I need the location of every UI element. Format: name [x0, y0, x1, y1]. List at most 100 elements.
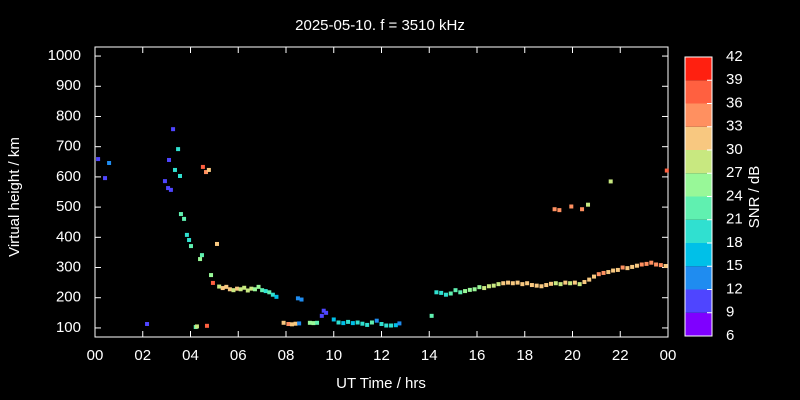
data-point: [238, 287, 243, 292]
colorbar-band: [685, 57, 712, 81]
colorbar-band: [685, 243, 712, 267]
data-point: [520, 282, 525, 287]
data-point: [582, 280, 587, 285]
colorbar-band: [685, 80, 712, 104]
data-point: [563, 280, 568, 285]
data-point: [346, 319, 351, 324]
data-point: [184, 232, 189, 237]
data-point: [204, 170, 209, 175]
data-point: [510, 281, 515, 286]
data-point: [515, 280, 520, 285]
y-tick-label: 800: [56, 107, 81, 124]
data-point: [630, 264, 635, 269]
y-axis-label: Virtual height / km: [6, 137, 23, 257]
colorbar-tick-label: 42: [726, 48, 743, 65]
x-tick-label: 06: [230, 347, 247, 364]
data-point: [606, 270, 611, 275]
colorbar-tick-label: 36: [726, 94, 743, 111]
data-point: [553, 281, 558, 286]
data-point: [198, 257, 203, 262]
data-point: [96, 157, 101, 162]
x-tick-label: 10: [325, 347, 342, 364]
data-point: [167, 157, 172, 162]
data-point: [206, 167, 211, 172]
data-point: [307, 320, 312, 325]
colorbar-band: [685, 126, 712, 150]
data-point: [336, 320, 341, 325]
data-point: [177, 173, 182, 178]
data-point: [365, 322, 370, 327]
colorbar-tick-label: 21: [726, 211, 743, 228]
data-point: [171, 127, 176, 132]
data-point: [215, 241, 220, 246]
data-point: [658, 263, 663, 268]
x-axis-label: UT Time / hrs: [336, 375, 426, 392]
data-point: [569, 204, 574, 209]
data-point: [625, 266, 630, 271]
x-tick-label: 20: [564, 347, 581, 364]
data-point: [187, 238, 192, 243]
colorbar-tick-label: 30: [726, 141, 743, 158]
data-point: [299, 297, 304, 302]
data-point: [664, 168, 669, 173]
data-point: [311, 321, 316, 326]
data-point: [321, 308, 326, 313]
colorbar-tick-label: 39: [726, 71, 743, 88]
data-point: [496, 282, 501, 287]
data-point: [558, 282, 563, 287]
data-point: [608, 179, 613, 184]
data-point: [472, 287, 477, 292]
colorbar-band: [685, 289, 712, 313]
data-point: [166, 186, 171, 191]
data-point: [227, 287, 232, 292]
data-point: [397, 321, 402, 326]
data-point: [506, 280, 511, 285]
colorbar-band: [685, 312, 712, 336]
y-tick-label: 400: [56, 228, 81, 245]
data-point: [315, 320, 320, 325]
data-point: [263, 289, 268, 294]
data-point: [182, 216, 187, 221]
x-tick-label: 12: [373, 347, 390, 364]
data-point: [601, 270, 606, 275]
data-point: [289, 322, 294, 327]
data-point: [331, 317, 336, 322]
chart-title: 2025-05-10. f = 3510 kHz: [295, 17, 465, 34]
data-point: [256, 284, 261, 289]
data-point: [591, 274, 596, 279]
data-point: [107, 161, 112, 165]
data-point: [587, 277, 592, 282]
data-point: [654, 262, 659, 267]
data-point: [501, 281, 506, 286]
x-tick-label: 00: [660, 347, 677, 364]
colorbar-tick-label: 27: [726, 164, 743, 181]
data-point: [439, 290, 444, 295]
colorbar-band: [685, 173, 712, 197]
data-point: [297, 321, 302, 326]
data-point: [491, 283, 496, 288]
data-point: [463, 289, 468, 294]
data-point: [188, 244, 193, 249]
data-point: [270, 292, 275, 297]
data-point: [162, 179, 167, 184]
data-point: [663, 264, 668, 269]
data-point: [178, 212, 183, 217]
data-point: [199, 253, 204, 258]
x-tick-label: 14: [421, 347, 438, 364]
x-tick-label: 04: [182, 347, 199, 364]
data-point: [534, 283, 539, 288]
x-tick-label: 16: [469, 347, 486, 364]
colorbar-band: [685, 266, 712, 290]
data-point: [235, 286, 240, 291]
colorbar-band: [685, 103, 712, 127]
data-point: [281, 320, 286, 325]
data-point: [644, 261, 649, 266]
plot-frame: [94, 46, 669, 338]
data-point: [544, 283, 549, 288]
colorbar-tick-label: 6: [726, 327, 734, 344]
data-point: [539, 284, 544, 289]
data-point: [552, 207, 557, 212]
data-point: [341, 321, 346, 326]
colorbar-tick-label: 12: [726, 280, 743, 297]
